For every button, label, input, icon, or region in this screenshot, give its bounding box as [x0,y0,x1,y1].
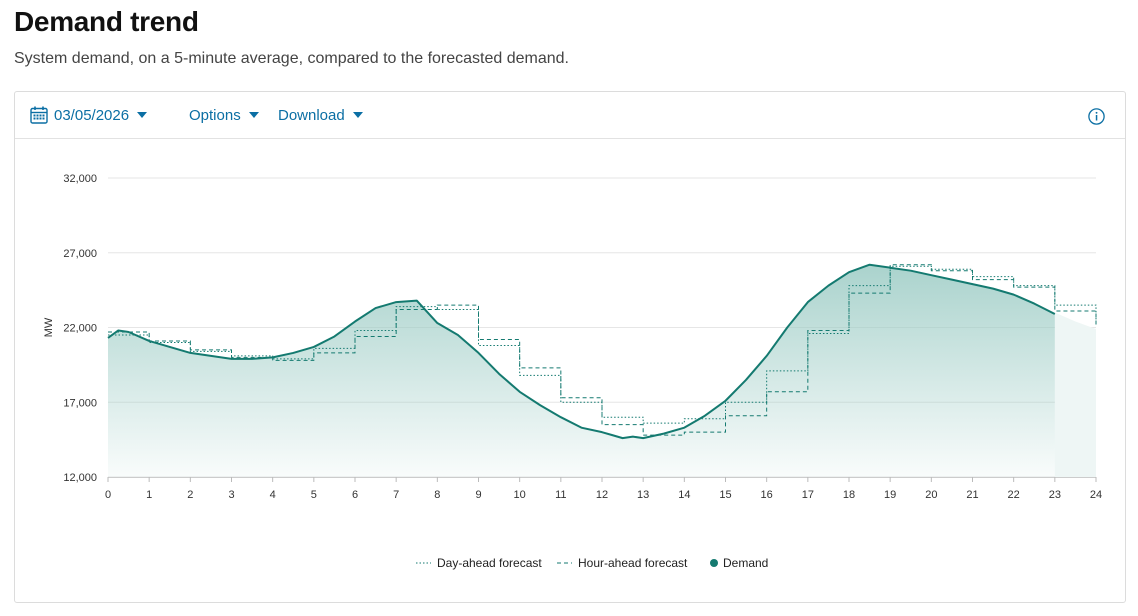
x-tick-label: 3 [228,489,234,501]
download-label: Download [278,106,345,124]
date-picker-button[interactable]: 03/05/2026 [30,104,148,126]
x-tick-label: 1 [146,489,152,501]
x-tick-label: 15 [719,489,731,501]
x-tick-label: 4 [270,489,276,501]
x-tick-label: 11 [555,489,566,501]
calendar-icon [30,106,48,124]
chart-toolbar: 03/05/2026 Options Download [15,92,1125,139]
y-axis-label: MW [43,317,55,337]
date-value: 03/05/2026 [54,106,130,124]
x-tick-label: 14 [678,489,690,501]
legend-demand-swatch [710,559,718,567]
x-tick-label: 16 [761,489,773,501]
y-tick-label: 12,000 [63,472,97,484]
demand-area [108,264,1055,477]
forecast-tail-area [1054,312,1096,477]
x-tick-label: 23 [1049,489,1061,501]
y-tick-label: 17,000 [63,397,97,409]
page-subtitle: System demand, on a 5-minute average, co… [14,50,569,67]
x-tick-label: 10 [514,489,526,501]
legend-hour-ahead-label: Hour-ahead forecast [578,556,688,570]
chevron-down-icon [352,112,363,118]
x-tick-label: 8 [434,489,440,501]
legend-demand-label: Demand [723,556,768,570]
x-tick-label: 2 [187,489,193,501]
page-title: Demand trend [14,6,199,37]
download-dropdown[interactable]: Download [278,104,363,126]
chevron-down-icon [137,112,148,118]
y-tick-label: 27,000 [63,248,97,260]
y-tick-label: 32,000 [63,173,97,185]
options-dropdown[interactable]: Options [189,104,259,126]
y-tick-label: 22,000 [63,323,97,335]
x-tick-label: 7 [393,489,399,501]
x-tick-label: 5 [311,489,317,501]
legend-day-ahead-label: Day-ahead forecast [437,556,542,570]
x-tick-label: 22 [1008,489,1020,501]
options-label: Options [189,106,241,124]
x-tick-label: 0 [105,489,111,501]
x-tick-label: 17 [802,489,814,501]
x-tick-label: 9 [475,489,481,501]
hour-ahead-forecast-line [108,264,1097,436]
x-tick-label: 21 [966,489,978,501]
demand-line [107,263,1056,440]
x-tick-label: 20 [925,489,937,501]
x-tick-label: 24 [1090,489,1102,501]
chevron-down-icon [248,112,259,118]
x-tick-label: 6 [352,489,358,501]
x-tick-label: 18 [843,489,855,501]
x-tick-label: 12 [596,489,608,501]
x-tick-label: 19 [884,489,896,501]
info-icon[interactable] [1088,108,1105,125]
x-tick-label: 13 [637,489,649,501]
